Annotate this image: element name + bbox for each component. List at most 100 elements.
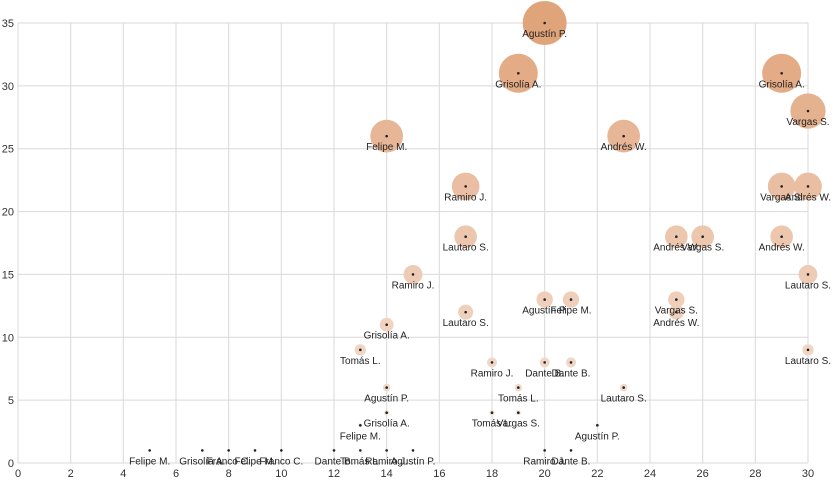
point-label: Agustín P.	[575, 431, 620, 442]
bubble-center-dot	[464, 235, 467, 239]
x-tick-label: 4	[120, 468, 126, 480]
bubble-center-dot	[780, 71, 783, 75]
chart-bubbles	[149, 1, 826, 452]
point-label: Dante B.	[552, 456, 591, 467]
x-tick-label: 6	[173, 468, 179, 480]
point-label: Agustín P.	[391, 456, 436, 467]
bubble-center-dot	[464, 185, 467, 188]
point-label: Vargas S.	[655, 306, 698, 317]
bubble-center-dot	[675, 235, 678, 239]
point-label: Agustín P.	[364, 394, 409, 405]
bubble-center-dot	[543, 361, 546, 364]
bubble-center-dot	[490, 411, 494, 415]
x-tick-label: 8	[226, 468, 232, 480]
x-tick-label: 12	[328, 468, 340, 480]
y-tick-label: 25	[2, 144, 14, 156]
y-tick-label: 35	[2, 18, 14, 30]
bubble-center-dot	[359, 449, 362, 452]
point-label: Vargas S.	[497, 419, 540, 430]
point-label: Tomás L.	[498, 394, 539, 405]
point-label: Lautaro S.	[785, 356, 831, 367]
point-label: Felipe M.	[129, 456, 170, 467]
bubble-center-dot	[569, 298, 573, 301]
point-label: Agustín P.	[522, 306, 567, 317]
x-tick-label: 30	[802, 468, 814, 480]
bubble-center-dot	[201, 449, 204, 452]
bubble-center-dot	[490, 361, 494, 364]
chart-center-dots	[148, 21, 810, 452]
bubble-center-dot	[701, 235, 704, 239]
bubble-center-dot	[517, 411, 520, 415]
bubble-center-dot	[780, 185, 783, 188]
point-label: Lautaro S.	[443, 243, 489, 254]
point-label: Ramiro J.	[365, 456, 408, 467]
bubble-center-dot	[543, 298, 546, 301]
bubble-center-dot	[464, 310, 467, 314]
point-label: Grisolía A.	[179, 456, 225, 467]
bubble-center-dot	[517, 386, 520, 389]
point-label: Vargas S.	[760, 192, 803, 203]
bubble-center-dot	[569, 449, 573, 452]
point-label: Andrés W.	[653, 318, 699, 329]
point-label: Lautaro S.	[601, 394, 647, 405]
point-label: Tomás L.	[340, 456, 381, 467]
x-tick-label: 28	[749, 468, 761, 480]
y-tick-label: 15	[2, 269, 14, 281]
point-label: Tomás L.	[340, 356, 381, 367]
point-label: Grisolía A.	[495, 79, 541, 90]
y-tick-label: 30	[2, 81, 14, 93]
bubble-center-dot	[148, 449, 151, 452]
bubble-center-dot	[227, 449, 230, 452]
x-tick-label: 20	[539, 468, 551, 480]
point-label: Andrés W.	[759, 243, 805, 254]
bubble-center-dot	[675, 298, 678, 301]
x-tick-label: 0	[15, 468, 21, 480]
point-label: Andrés W.	[601, 142, 647, 153]
bubble-center-dot	[675, 310, 678, 314]
point-label: Vargas S.	[786, 117, 829, 128]
bubble-center-dot	[385, 386, 388, 389]
bubble-center-dot	[253, 449, 257, 452]
bubble-center-dot	[359, 423, 362, 427]
point-label: Vargas S.	[681, 243, 724, 254]
point-label: Lautaro S.	[443, 318, 489, 329]
point-label: Felipe M.	[550, 306, 591, 317]
chart-tick-labels: 0 2 4 6 8 10 12 14 16 18 20 22 24 26 28 300510152025303…	[2, 18, 814, 480]
bubble-center-dot	[385, 411, 388, 415]
point-label: Franco C.	[259, 456, 303, 467]
point-label: Dante B.	[552, 368, 591, 379]
bubble-center-dot	[280, 449, 283, 452]
bubble-center-dot	[543, 449, 546, 452]
bubble-center-dot	[806, 109, 810, 113]
bubble-center-dot	[596, 423, 599, 427]
point-label: Felipe M.	[234, 456, 275, 467]
point-label: Dante B.	[315, 456, 354, 467]
x-tick-label: 16	[433, 468, 445, 480]
point-label: Felipe M.	[366, 142, 407, 153]
point-label: Grisolía A.	[759, 79, 805, 90]
bubble-center-dot	[780, 235, 783, 239]
y-tick-label: 5	[8, 395, 14, 407]
point-label: Agustín P.	[522, 29, 567, 40]
point-label: Ramiro J.	[444, 192, 487, 203]
point-label: Grisolía A.	[364, 419, 410, 430]
point-label: Grisolía A.	[364, 331, 410, 342]
point-label: Ramiro J.	[471, 368, 514, 379]
bubble-center-dot	[411, 273, 415, 276]
bubble-center-dot	[385, 323, 388, 327]
point-label: Lautaro S.	[785, 280, 831, 291]
point-label: Andrés W.	[653, 243, 699, 254]
point-label: Dante B.	[525, 368, 564, 379]
bubble-center-dot	[332, 449, 336, 452]
point-label: Tomás L.	[472, 419, 513, 430]
point-label: Ramiro J.	[392, 280, 435, 291]
bubble-center-dot	[543, 21, 546, 25]
bubble-center-dot	[806, 185, 810, 188]
x-tick-label: 14	[381, 468, 393, 480]
bubble-center-dot	[385, 449, 388, 452]
point-label: Ramiro J.	[523, 456, 566, 467]
bubble-center-dot	[622, 134, 625, 138]
chart-point-labels: Felipe M. Grisolía A.Franco C.Felipe M.Fr…	[129, 29, 831, 467]
y-tick-label: 20	[2, 207, 14, 219]
x-tick-label: 26	[697, 468, 709, 480]
